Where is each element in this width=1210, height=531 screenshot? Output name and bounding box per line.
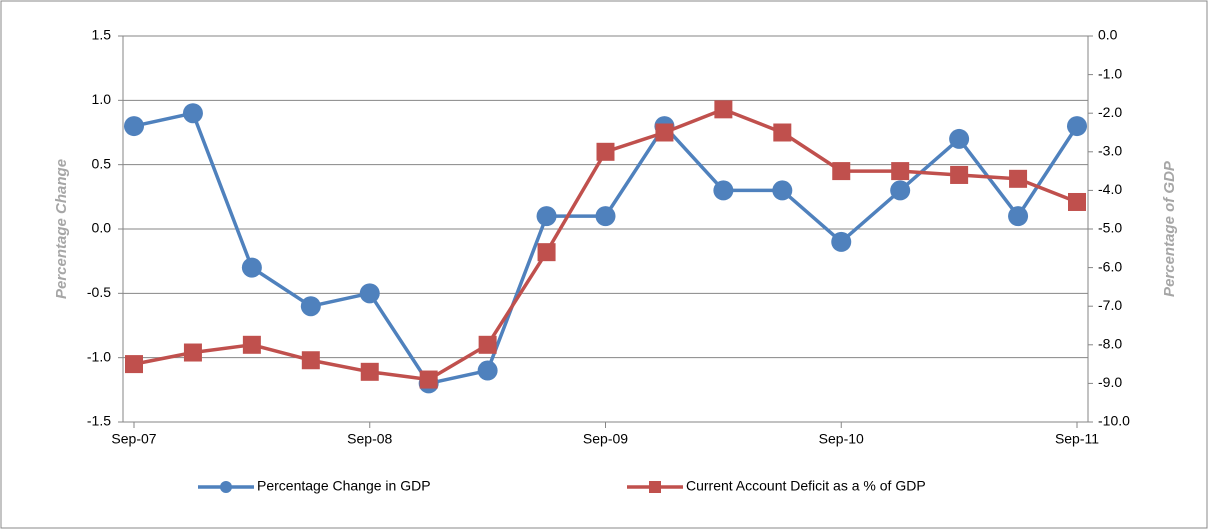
data-point bbox=[831, 231, 852, 252]
data-point bbox=[773, 123, 792, 142]
y2-tick-label: -2.0 bbox=[1098, 104, 1122, 120]
data-point bbox=[183, 343, 202, 362]
y-axis-title: Percentage Change bbox=[53, 159, 70, 299]
x-tick-label: Sep-10 bbox=[819, 431, 864, 447]
y2-tick-label: -4.0 bbox=[1098, 181, 1122, 197]
y2-tick-label: -6.0 bbox=[1098, 258, 1122, 274]
legend-marker bbox=[649, 481, 661, 493]
y2-tick-label: -7.0 bbox=[1098, 297, 1122, 313]
y2-tick-label: -1.0 bbox=[1098, 65, 1122, 81]
data-point bbox=[714, 100, 733, 119]
data-point bbox=[536, 206, 557, 227]
y2-tick-label: -9.0 bbox=[1098, 374, 1122, 390]
y-tick-label: -1.0 bbox=[87, 348, 111, 364]
x-tick-label: Sep-11 bbox=[1055, 431, 1099, 447]
legend-label: Current Account Deficit as a % of GDP bbox=[686, 478, 926, 494]
data-point bbox=[300, 296, 321, 317]
x-tick-label: Sep-07 bbox=[111, 431, 156, 447]
data-point bbox=[1068, 192, 1086, 211]
data-point bbox=[890, 180, 911, 201]
data-point bbox=[1067, 116, 1087, 137]
data-point bbox=[1008, 206, 1029, 227]
y2-tick-label: 0.0 bbox=[1098, 27, 1118, 43]
data-point bbox=[713, 180, 734, 201]
data-point bbox=[419, 370, 438, 389]
data-point bbox=[772, 180, 793, 201]
y-tick-label: -0.5 bbox=[87, 284, 111, 300]
y-tick-label: 1.5 bbox=[92, 27, 112, 43]
y-tick-label: -1.5 bbox=[87, 413, 111, 429]
data-point bbox=[125, 355, 143, 374]
data-point bbox=[596, 142, 615, 161]
y2-tick-label: -10.0 bbox=[1098, 413, 1130, 429]
data-point bbox=[241, 257, 262, 278]
data-point bbox=[360, 362, 379, 381]
y2-tick-label: -8.0 bbox=[1098, 336, 1122, 352]
data-point bbox=[891, 162, 910, 181]
data-point bbox=[477, 360, 498, 381]
data-point bbox=[595, 206, 616, 227]
data-point bbox=[301, 351, 320, 370]
data-point bbox=[1009, 169, 1028, 188]
y2-axis-title: Percentage of GDP bbox=[1161, 160, 1178, 297]
y-tick-label: 1.0 bbox=[92, 91, 112, 107]
data-point bbox=[655, 123, 674, 142]
x-tick-label: Sep-08 bbox=[347, 431, 392, 447]
x-tick-label: Sep-09 bbox=[583, 431, 628, 447]
y2-tick-label: -5.0 bbox=[1098, 220, 1122, 236]
data-point bbox=[832, 162, 851, 181]
data-point bbox=[478, 335, 497, 354]
legend-marker bbox=[220, 481, 232, 493]
data-point bbox=[182, 103, 203, 124]
data-point bbox=[950, 165, 969, 184]
data-point bbox=[359, 283, 380, 304]
data-point bbox=[949, 128, 970, 149]
data-point bbox=[537, 243, 556, 262]
data-point bbox=[124, 116, 144, 137]
data-point bbox=[242, 335, 261, 354]
legend-label: Percentage Change in GDP bbox=[257, 478, 431, 494]
y-tick-label: 0.0 bbox=[92, 220, 112, 236]
y-tick-label: 0.5 bbox=[92, 155, 112, 171]
y2-tick-label: -3.0 bbox=[1098, 143, 1122, 159]
